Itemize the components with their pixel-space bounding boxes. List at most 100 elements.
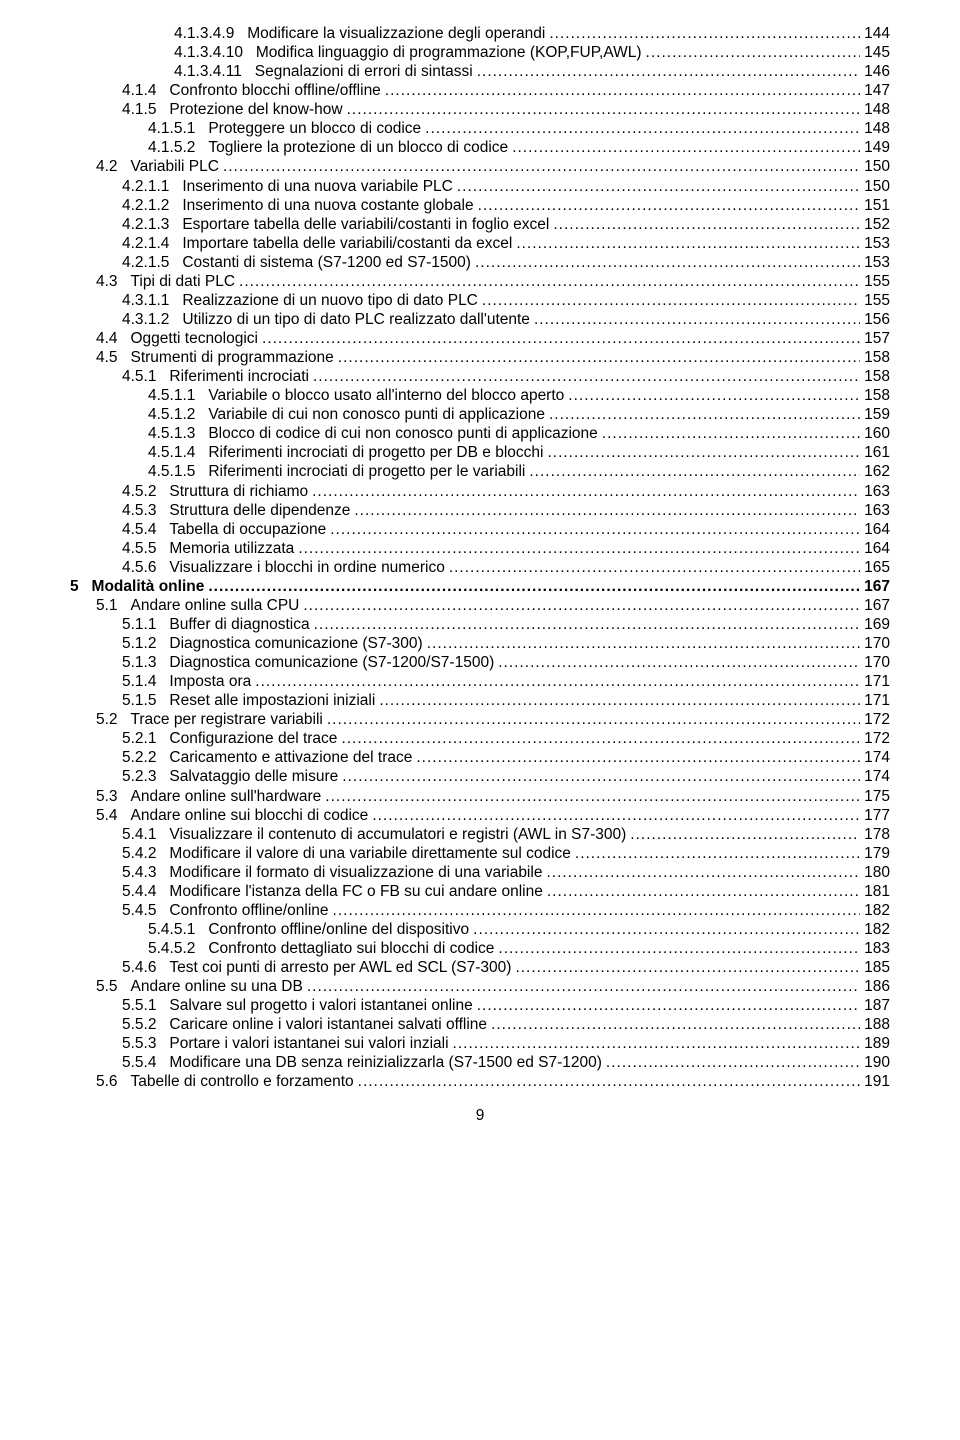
toc-entry: 4.1.5.1 Proteggere un blocco di codice 1… [148, 119, 890, 138]
toc-entry-title: Importare tabella delle variabili/costan… [182, 234, 516, 253]
toc-leader-dots [630, 825, 860, 844]
toc-entry: 4.5.6 Visualizzare i blocchi in ordine n… [122, 558, 890, 577]
toc-entry-title: Reset alle impostazioni iniziali [169, 691, 379, 710]
toc-entry: 4.5.3 Struttura delle dipendenze 163 [122, 501, 890, 520]
toc-entry: 4.5 Strumenti di programmazione 158 [96, 348, 890, 367]
toc-entry-number: 5.1.1 [122, 615, 156, 634]
toc-entry: 4.3.1.1 Realizzazione di un nuovo tipo d… [122, 291, 890, 310]
toc-entry-number: 5.5.1 [122, 996, 156, 1015]
toc-leader-dots [303, 596, 860, 615]
toc-entry-title: Inserimento di una nuova costante global… [182, 196, 477, 215]
toc-entry-number: 5.1.3 [122, 653, 156, 672]
toc-entry-title: Andare online sulla CPU [130, 596, 303, 615]
toc-leader-dots [358, 1072, 860, 1091]
toc-entry: 5.4.3 Modificare il formato di visualizz… [122, 863, 890, 882]
toc-entry: 4.2.1.2 Inserimento di una nuova costant… [122, 196, 890, 215]
toc-entry-title: Modificare la visualizzazione degli oper… [247, 24, 549, 43]
toc-leader-dots [602, 424, 860, 443]
toc-entry-number: 4.5.2 [122, 482, 156, 501]
toc-leader-dots [477, 996, 860, 1015]
toc-entry-page: 175 [860, 787, 890, 806]
toc-entry-title: Andare online sull'hardware [130, 787, 325, 806]
toc-entry-page: 181 [860, 882, 890, 901]
toc-entry-title: Modificare il valore di una variabile di… [169, 844, 574, 863]
toc-leader-dots [223, 157, 860, 176]
toc-entry: 5.3 Andare online sull'hardware 175 [96, 787, 890, 806]
toc-leader-dots [330, 520, 860, 539]
toc-entry: 5.1.5 Reset alle impostazioni iniziali 1… [122, 691, 890, 710]
toc-entry-number: 5.5.4 [122, 1053, 156, 1072]
toc-entry-page: 158 [860, 348, 890, 367]
toc-entry: 4.1.4 Confronto blocchi offline/offline … [122, 81, 890, 100]
toc-entry-page: 157 [860, 329, 890, 348]
toc-entry-number: 5.4.3 [122, 863, 156, 882]
toc-entry-number: 4.2.1.2 [122, 196, 169, 215]
toc-leader-dots [534, 310, 860, 329]
toc-leader-dots [427, 634, 860, 653]
toc-entry-number: 4.5.1.3 [148, 424, 195, 443]
toc-entry-number: 4.1.3.4.9 [174, 24, 234, 43]
toc-entry-number: 4.3.1.1 [122, 291, 169, 310]
toc-entry-number: 4.5 [96, 348, 118, 367]
toc-entry-number: 5.4.5 [122, 901, 156, 920]
toc-entry: 5.4.2 Modificare il valore di una variab… [122, 844, 890, 863]
toc-entry-number: 5.2.3 [122, 767, 156, 786]
toc-entry-title: Modifica linguaggio di programmazione (K… [256, 43, 646, 62]
toc-entry-title: Confronto blocchi offline/offline [169, 81, 384, 100]
toc-entry-number: 4.1.3.4.10 [174, 43, 243, 62]
toc-entry-page: 159 [860, 405, 890, 424]
toc-entry-page: 145 [860, 43, 890, 62]
toc-leader-dots [307, 977, 860, 996]
toc-entry: 4.1.3.4.10 Modifica linguaggio di progra… [174, 43, 890, 62]
toc-entry: 5.2.1 Configurazione del trace 172 [122, 729, 890, 748]
toc-entry-number: 5.4.1 [122, 825, 156, 844]
toc-leader-dots [372, 806, 860, 825]
toc-leader-dots [457, 177, 860, 196]
toc-entry-page: 174 [860, 767, 890, 786]
toc-entry-page: 174 [860, 748, 890, 767]
toc-leader-dots [646, 43, 861, 62]
toc-entry-title: Tipi di dati PLC [130, 272, 239, 291]
toc-leader-dots [354, 501, 860, 520]
toc-entry: 5.5.4 Modificare una DB senza reiniziali… [122, 1053, 890, 1072]
toc-entry: 4.5.1.5 Riferimenti incrociati di proget… [148, 462, 890, 481]
toc-entry: 5.4 Andare online sui blocchi di codice … [96, 806, 890, 825]
toc-entry-title: Caricamento e attivazione del trace [169, 748, 416, 767]
toc-entry-title: Variabile di cui non conosco punti di ap… [208, 405, 549, 424]
toc-entry-number: 4.4 [96, 329, 118, 348]
toc-entry-page: 151 [860, 196, 890, 215]
toc-entry: 4.2.1.3 Esportare tabella delle variabil… [122, 215, 890, 234]
toc-entry-number: 4.3 [96, 272, 118, 291]
toc-entry-page: 188 [860, 1015, 890, 1034]
toc-entry-page: 180 [860, 863, 890, 882]
toc-entry-page: 149 [860, 138, 890, 157]
toc-entry-title: Variabile o blocco usato all'interno del… [208, 386, 568, 405]
toc-entry-page: 187 [860, 996, 890, 1015]
toc-entry: 4.5.1.4 Riferimenti incrociati di proget… [148, 443, 890, 462]
toc-entry-page: 182 [860, 920, 890, 939]
toc-entry-page: 167 [860, 577, 890, 596]
toc-entry-page: 163 [860, 482, 890, 501]
toc-entry: 4.2.1.4 Importare tabella delle variabil… [122, 234, 890, 253]
toc-entry-title: Visualizzare il contenuto di accumulator… [169, 825, 630, 844]
toc-entry-title: Protezione del know-how [169, 100, 346, 119]
toc-entry: 5.4.5 Confronto offline/online 182 [122, 901, 890, 920]
toc-entry-number: 5.2.2 [122, 748, 156, 767]
toc-entry-page: 150 [860, 157, 890, 176]
toc-leader-dots [298, 539, 860, 558]
toc-entry-title: Tabelle di controllo e forzamento [130, 1072, 357, 1091]
toc-entry-page: 165 [860, 558, 890, 577]
toc-entry-page: 171 [860, 691, 890, 710]
toc-entry-title: Modificare l'istanza della FC o FB su cu… [169, 882, 546, 901]
toc-entry-page: 167 [860, 596, 890, 615]
toc-entry-title: Diagnostica comunicazione (S7-300) [169, 634, 426, 653]
toc-entry-number: 4.5.1 [122, 367, 156, 386]
toc-entry-page: 163 [860, 501, 890, 520]
toc-entry-number: 5.1.5 [122, 691, 156, 710]
toc-entry: 5.1.1 Buffer di diagnostica 169 [122, 615, 890, 634]
toc-entry-number: 4.1.4 [122, 81, 156, 100]
toc-entry-page: 155 [860, 272, 890, 291]
toc-entry-number: 5.1.2 [122, 634, 156, 653]
toc-leader-dots [575, 844, 860, 863]
toc-entry-title: Blocco di codice di cui non conosco punt… [208, 424, 601, 443]
